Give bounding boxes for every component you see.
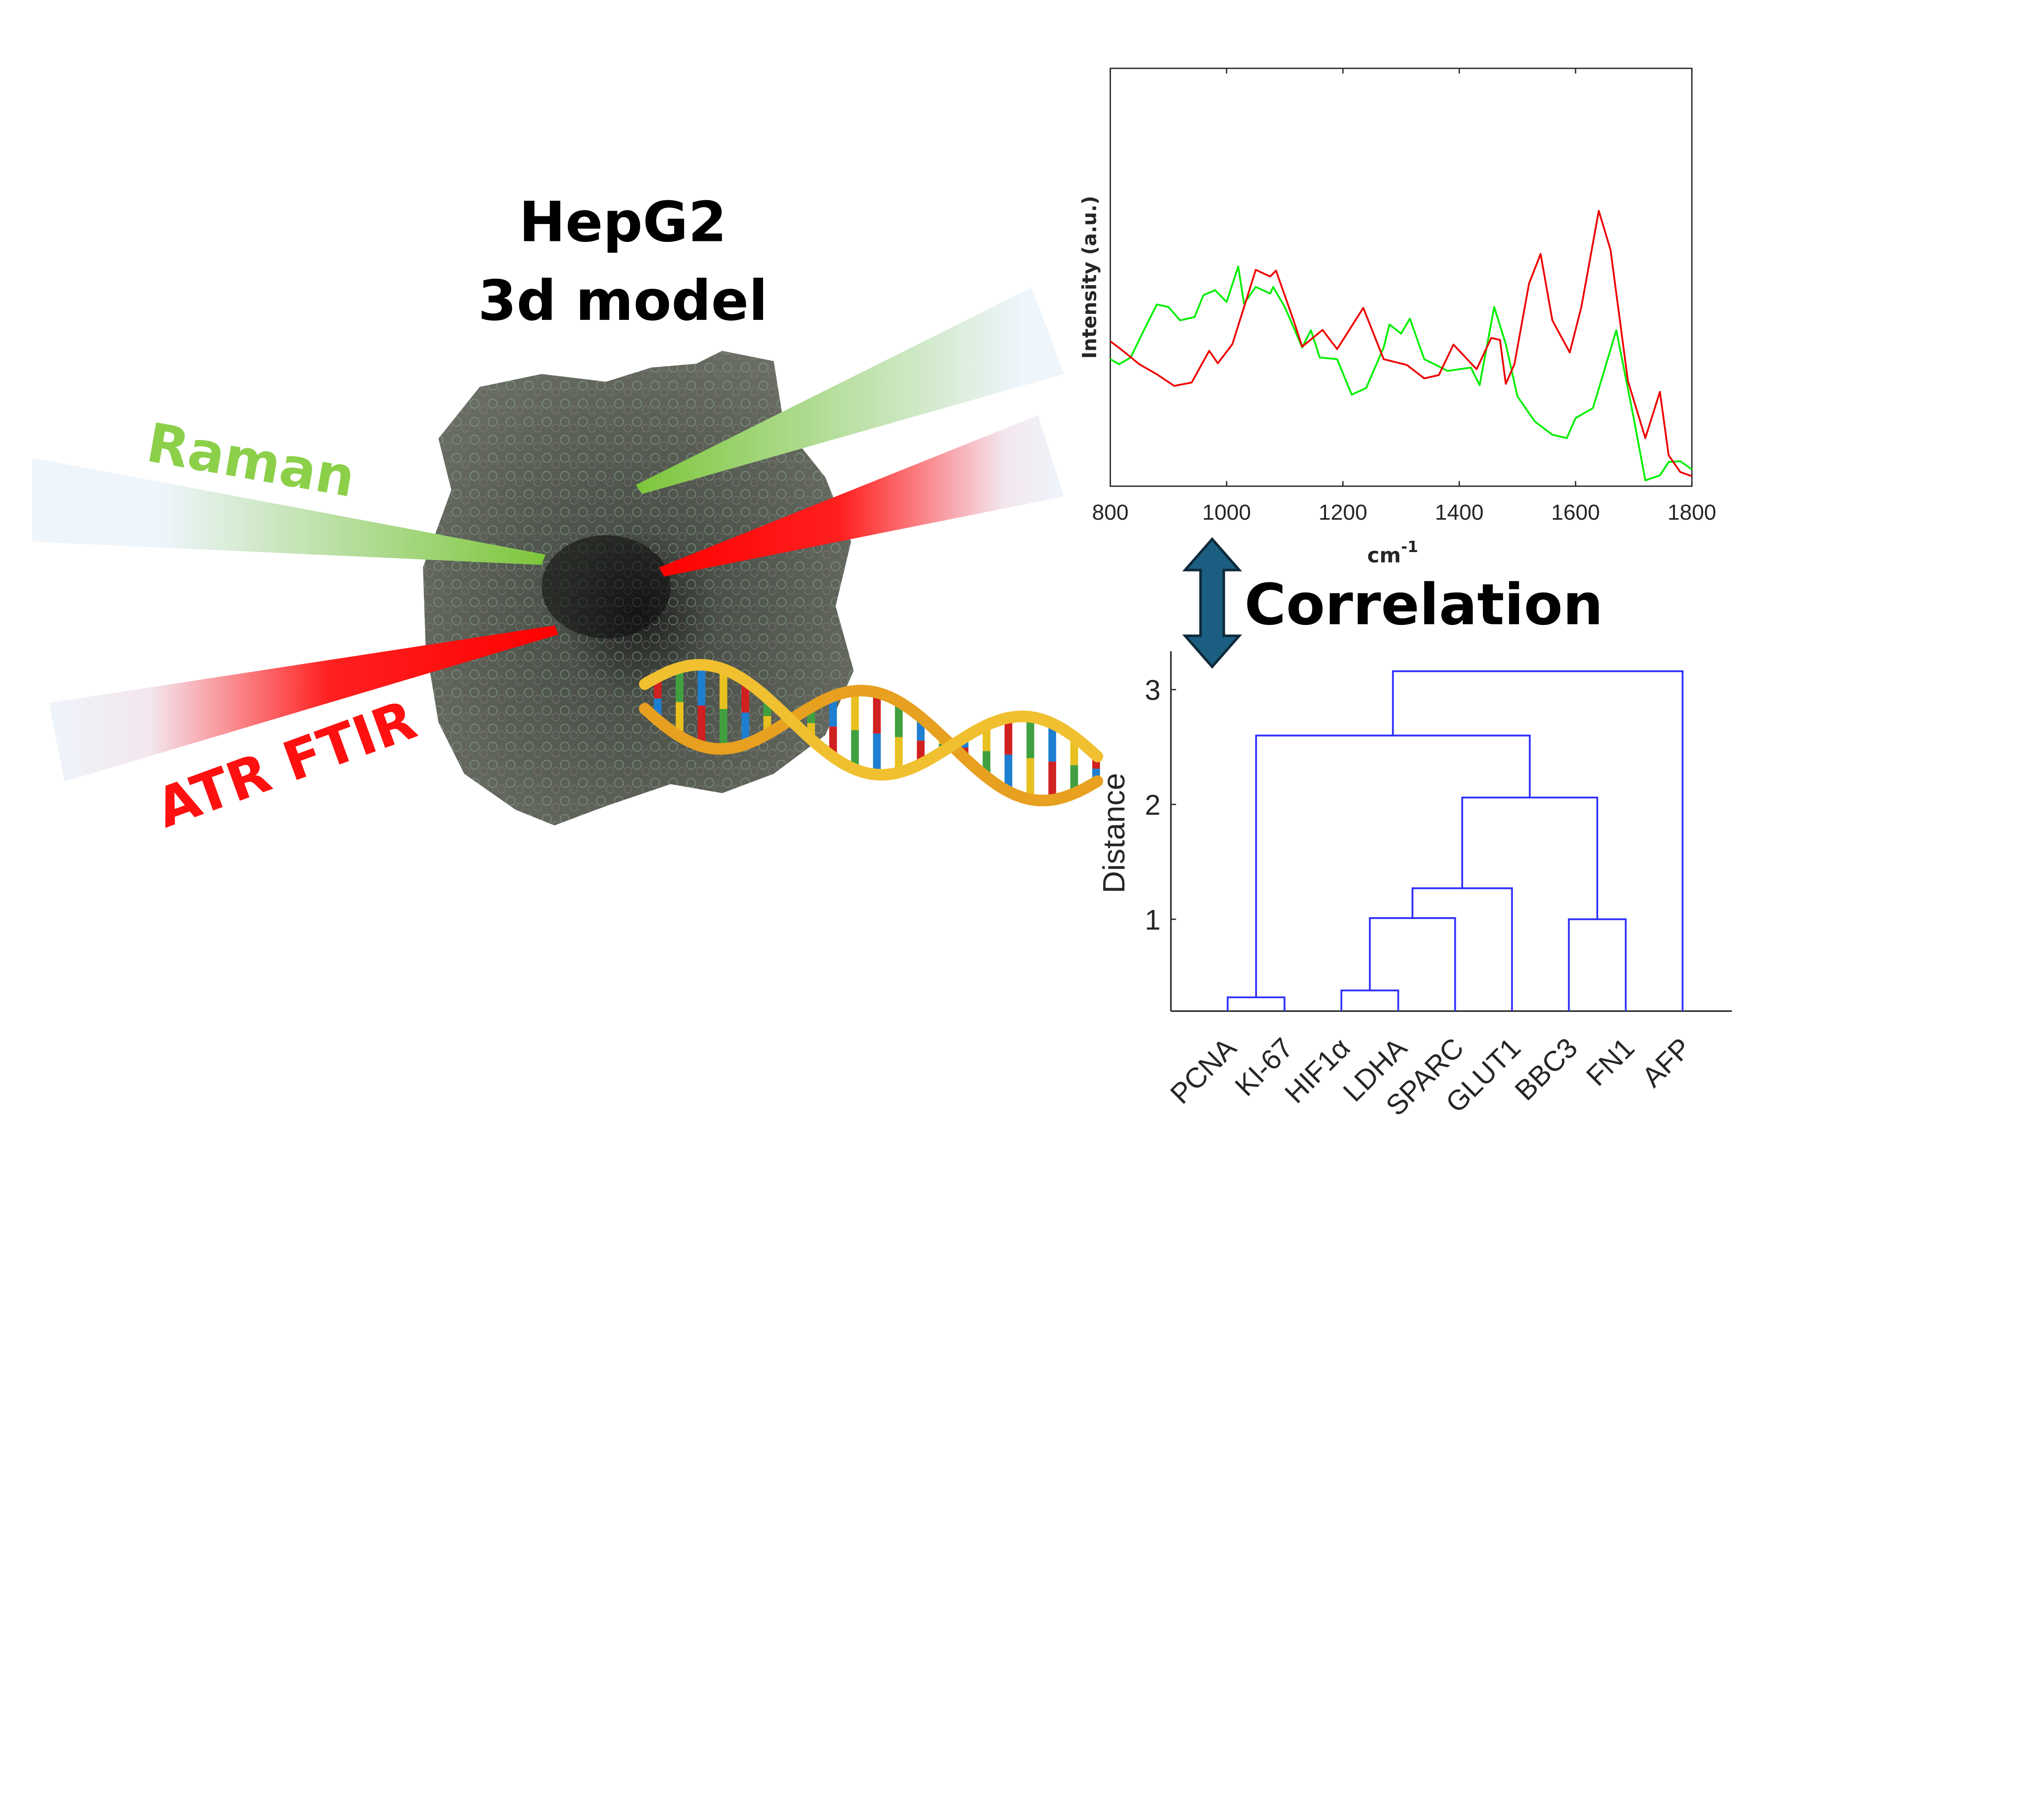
dendrogram-ytick-label: 3 [1145, 674, 1161, 706]
spectrum-series-0 [1110, 265, 1692, 482]
graphical-abstract: HepG2 3d model Raman ATR FTIR Correlatio… [32, 68, 1732, 1122]
dendrogram-leaf-label: HIF1α [1278, 1031, 1356, 1109]
dendrogram-chart: Distance 123PCNAKI-67HIF1αLDHASPARCGLUT1… [1097, 651, 1732, 1122]
spectrum-axes-box [1109, 68, 1693, 487]
spectrum-xlabel-exponent: -1 [1401, 538, 1418, 556]
title-line2: 3d model [478, 269, 768, 333]
spectrum-chart: Intensity (a.u.) cm-1 800 1000 1200 1400 160… [1079, 68, 1716, 567]
double-arrow-vertical-icon [1182, 537, 1242, 669]
dendrogram-leaf-label: BBC3 [1508, 1031, 1583, 1106]
dendrogram-link [1411, 887, 1513, 1011]
dendrogram-leaf-label: AFP [1636, 1031, 1697, 1093]
spectrum-xtick-label: 1800 [1667, 500, 1716, 525]
dna-helix-icon [639, 659, 1103, 806]
spectrum-xlabel: cm-1 [1367, 538, 1418, 568]
dendrogram-link [1392, 670, 1684, 1011]
dna-strand [639, 685, 1103, 806]
spectrum-series-1 [1110, 210, 1692, 477]
dendrogram-link [1568, 918, 1627, 1011]
dendrogram-leaf-label: PCNA [1164, 1031, 1242, 1110]
dendrogram-link [1369, 917, 1456, 1011]
spheroid-core [541, 535, 671, 639]
correlation-label: Correlation [1244, 572, 1603, 638]
spectrum-xtick-label: 800 [1092, 500, 1128, 525]
dendrogram-ylabel: Distance [1097, 773, 1132, 893]
dendrogram-link [1255, 734, 1531, 997]
spectrum-xtick-label: 1000 [1202, 500, 1251, 525]
dna-strand [639, 659, 1103, 781]
dendrogram-link [1227, 996, 1286, 1011]
dendrogram-ytick-label: 1 [1145, 904, 1161, 935]
dendrogram-link [1461, 796, 1599, 919]
ftir-beam-left [49, 625, 558, 782]
spectrum-xlabel-unit: cm [1367, 544, 1401, 567]
spectrum-ylabel: Intensity (a.u.) [1079, 196, 1101, 359]
spectrum-xtick-label: 1400 [1435, 500, 1484, 525]
title-line1: HepG2 [519, 190, 727, 254]
raman-beam-right [636, 288, 1064, 494]
dendrogram-leaf-label: FN1 [1580, 1031, 1641, 1092]
spectrum-xtick-label: 1600 [1551, 500, 1600, 525]
raman-beam-left [32, 458, 546, 565]
dendrogram-ytick-label: 2 [1145, 789, 1161, 821]
ftir-beam-right [659, 415, 1064, 577]
dendrogram-link [1340, 989, 1399, 1011]
spectrum-xtick-label: 1200 [1319, 500, 1368, 525]
